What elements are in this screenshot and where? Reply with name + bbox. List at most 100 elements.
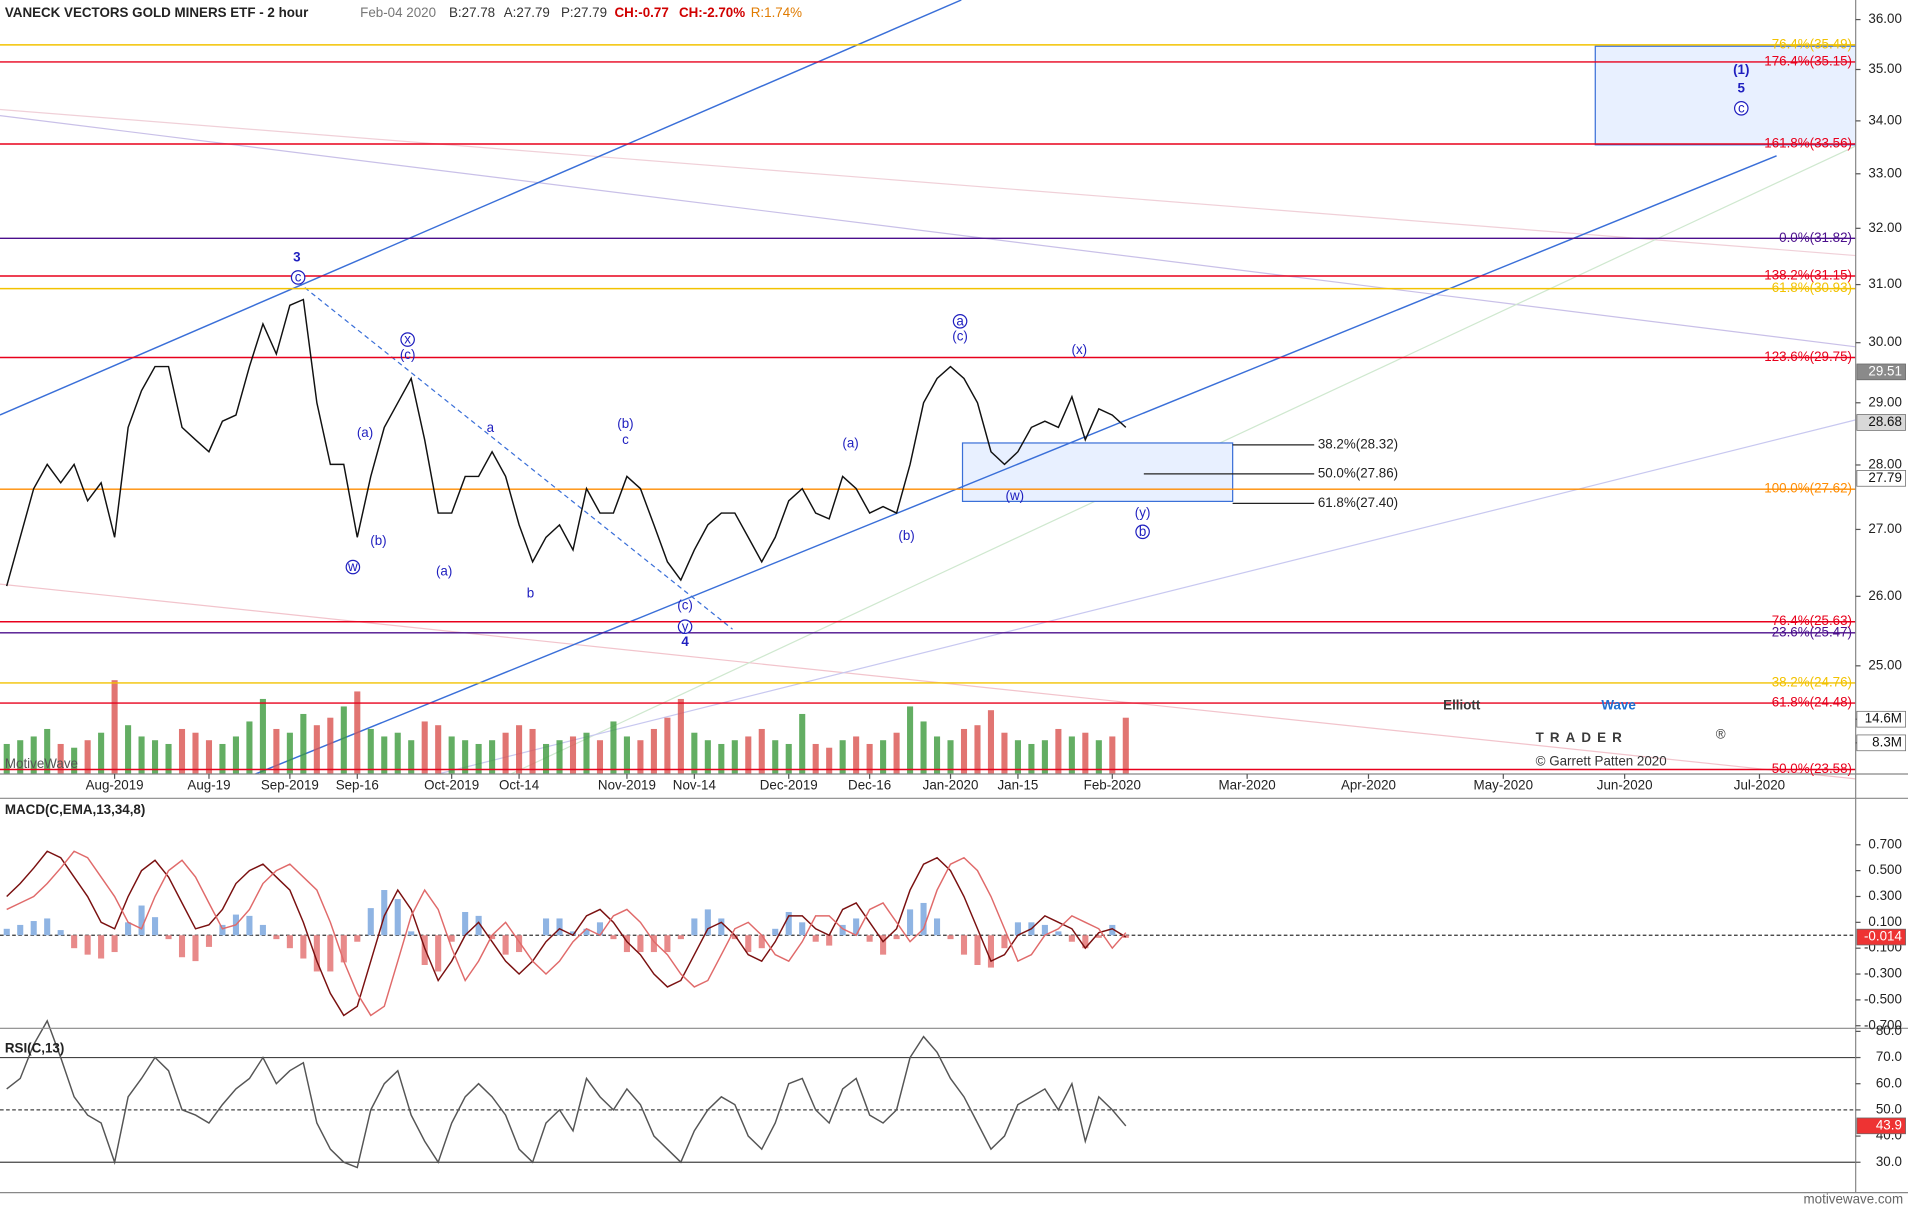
target-box [961,442,1234,502]
fib-label: 176.4%(35.15) [1764,53,1852,68]
volume-bar [1001,732,1008,774]
histogram-bar [475,915,482,936]
histogram-bar [1055,931,1062,936]
histogram-bar [340,935,347,963]
y-tick-label: 36.00 [1868,11,1901,26]
volume-bar [408,740,415,774]
x-tick-label: Jan-2020 [923,778,979,793]
histogram-bar [650,935,657,953]
histogram-bar [327,935,334,972]
y-tick-label: 30.0 [1876,1154,1902,1169]
histogram-bar [111,935,118,953]
histogram-bar [974,935,981,965]
x-tick-label: Oct-14 [499,778,540,793]
volume-bar [839,740,846,774]
volume-bar [556,740,563,774]
quote-field: B:27.78 [449,5,495,20]
histogram-bar [462,911,469,936]
wave-circle [952,313,968,329]
y-tick-label: 50.0 [1876,1101,1902,1116]
volume-bar [543,743,550,774]
y-tick-label: -0.700 [1864,1017,1902,1032]
histogram-bar [246,915,253,936]
volume-marker: 8.3M [1872,734,1902,749]
wave-label: (b) [370,533,386,548]
histogram-bar [259,924,266,936]
histogram-bar [907,909,914,936]
histogram-bar [866,935,873,942]
histogram-bar [354,935,361,942]
histogram-bar [1001,935,1008,949]
wave-label: a [956,313,964,328]
fib-label: 50.0%(23.58) [1772,761,1852,776]
wave-label: (a) [357,425,373,440]
fib-label: 0.0%(31.82) [1779,230,1852,245]
volume-bar [664,717,671,774]
volume-bar [111,680,118,774]
histogram-bar [543,918,550,936]
histogram-bar [421,935,428,965]
wave-label: 3 [293,250,300,265]
histogram-bar [516,935,523,953]
wave-label: y [682,619,689,634]
macd-marker: -0.014 [1864,929,1902,944]
histogram-bar [17,924,24,936]
histogram-bar [839,924,846,936]
histogram-bar [758,935,765,949]
wave-label: (y) [1135,505,1151,520]
price-line [6,1019,1127,1169]
histogram-bar [799,922,806,936]
histogram-bar [960,935,968,955]
wave-label: (b) [898,528,914,543]
histogram-bar [785,911,792,936]
volume-bar [920,721,927,774]
volume-bar [44,728,51,774]
wave-circle [345,559,361,575]
y-tick-label: 27.00 [1868,521,1901,536]
x-tick-label: Aug-19 [187,778,230,793]
volume-bar [718,743,725,774]
histogram-bar [408,931,415,936]
histogram-bar [947,935,954,940]
volume-bar [623,736,630,774]
wave-label: 4 [681,634,689,649]
wave-label: a [487,420,495,435]
histogram-bar [178,935,186,958]
volume-bar [516,725,523,774]
histogram-bar [502,935,509,955]
volume-bar [610,721,617,774]
fib-label: 100.0%(27.62) [1764,481,1852,496]
histogram-bar [273,935,280,940]
volume-bar [448,736,455,774]
volume-bar [273,728,280,774]
volume-bar [3,743,10,774]
wave-label: (c) [400,347,416,362]
wave-label: (w) [1006,488,1025,503]
wave-label: c [1738,100,1745,115]
y-tick-label: 29.00 [1868,394,1901,409]
volume-marker-box [1856,734,1906,752]
logo-text: ® [1716,727,1726,742]
wave-label: (x) [1072,342,1088,357]
histogram-bar [98,935,105,959]
volume-marker-box [1856,710,1906,728]
wave-label: (1) [1733,62,1749,77]
histogram-bar [1068,935,1075,942]
y-tick-label: 0.300 [1868,888,1901,903]
volume-bar [30,736,37,774]
y-tick-label: 32.00 [1868,220,1901,235]
histogram-bar [71,935,78,949]
histogram-bar [677,935,684,940]
fib-label: 61.8%(24.48) [1772,695,1852,710]
logo-text: Wave [1601,697,1635,712]
y-tick-label: 0.500 [1868,862,1901,877]
y-tick-label: 30.00 [1868,334,1901,349]
y-tick-label: 25.00 [1868,657,1901,672]
volume-bar [691,732,698,774]
volume-bar [893,732,900,774]
volume-bar [907,706,914,774]
trend-line [0,108,1856,257]
wave-label: (a) [436,563,452,578]
